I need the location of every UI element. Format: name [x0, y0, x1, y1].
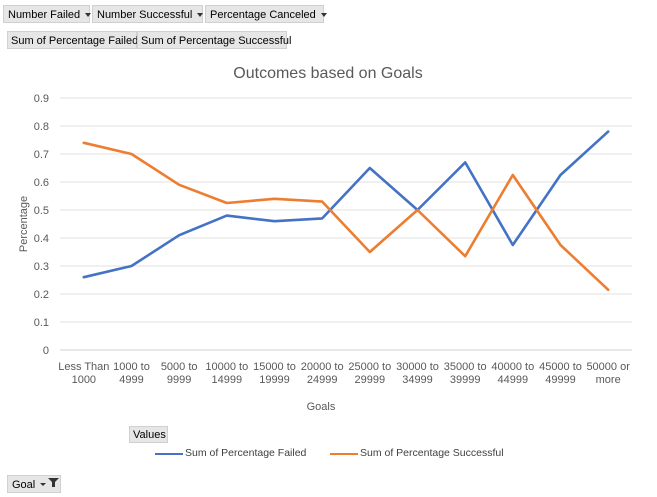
y-tick-label: 0.6: [34, 177, 49, 189]
value-field-label: Sum of Percentage Failed: [11, 35, 139, 47]
y-tick-label: 0.9: [34, 93, 49, 105]
filter-field-number-failed[interactable]: Number Failed: [3, 5, 92, 23]
y-tick-label: 0.1: [34, 317, 49, 329]
dropdown-arrow-icon[interactable]: [320, 13, 327, 18]
x-tick-label: 15000 to 19999: [253, 361, 296, 386]
x-axis-label: Goals: [307, 401, 336, 413]
series-line-failed: [82, 130, 610, 279]
filter-field-label: Number Successful: [97, 9, 193, 21]
x-tick-label: 1000 to 4999: [113, 361, 150, 386]
y-tick-label: 0.2: [34, 289, 49, 301]
x-tick-label: 45000 to 49999: [539, 361, 582, 386]
value-field-percentage-failed[interactable]: Sum of Percentage Failed: [7, 31, 139, 49]
x-tick-label: 50000 or more: [586, 361, 630, 386]
axis-field-goal[interactable]: Goal: [7, 475, 61, 493]
legend-label-failed: Sum of Percentage Failed: [185, 447, 307, 459]
x-tick-label: 25000 to 29999: [348, 361, 391, 386]
y-tick-label: 0.3: [34, 261, 49, 273]
dropdown-arrow-icon[interactable]: [197, 13, 204, 18]
x-tick-label: 35000 to 39999: [444, 361, 487, 386]
y-tick-label: 0.7: [34, 149, 49, 161]
x-tick-label: 10000 to 14999: [205, 361, 248, 386]
value-field-label: Sum of Percentage Successful: [141, 35, 292, 47]
y-tick-label: 0.5: [34, 205, 49, 217]
x-tick-label: 5000 to 9999: [161, 361, 198, 386]
x-tick-label: 30000 to 34999: [396, 361, 439, 386]
legend-label-successful: Sum of Percentage Successful: [360, 447, 504, 459]
values-button-label: Values: [133, 429, 166, 441]
x-tick-label: 20000 to 24999: [301, 361, 344, 386]
series-lines: [82, 130, 610, 292]
values-button[interactable]: Values: [129, 426, 168, 443]
y-tick-label: 0.4: [34, 233, 49, 245]
filter-field-percentage-canceled[interactable]: Percentage Canceled: [205, 5, 327, 23]
chart-title: Outcomes based on Goals: [233, 65, 422, 82]
x-tick-label: Less Than 1000: [58, 361, 109, 386]
filter-field-label: Number Failed: [8, 9, 81, 21]
y-tick-label: 0.8: [34, 121, 49, 133]
filter-dropdown-icon[interactable]: [40, 476, 60, 494]
y-axis-label: Percentage: [18, 196, 30, 252]
dropdown-arrow-icon[interactable]: [85, 13, 92, 18]
x-tick-label: 40000 to 44999: [491, 361, 534, 386]
y-axis-ticks: 0 0.1 0.2 0.3 0.4 0.5 0.6 0.7 0.8 0.9: [34, 93, 49, 357]
y-tick-label: 0: [43, 345, 49, 357]
series-line-successful: [82, 141, 610, 292]
filter-field-number-successful[interactable]: Number Successful: [92, 5, 204, 23]
axis-field-label: Goal: [12, 479, 36, 491]
value-field-percentage-successful[interactable]: Sum of Percentage Successful: [137, 31, 291, 49]
legend-swatch-successful: [330, 453, 358, 455]
legend-swatch-failed: [155, 453, 183, 455]
filter-field-label: Percentage Canceled: [210, 9, 316, 21]
